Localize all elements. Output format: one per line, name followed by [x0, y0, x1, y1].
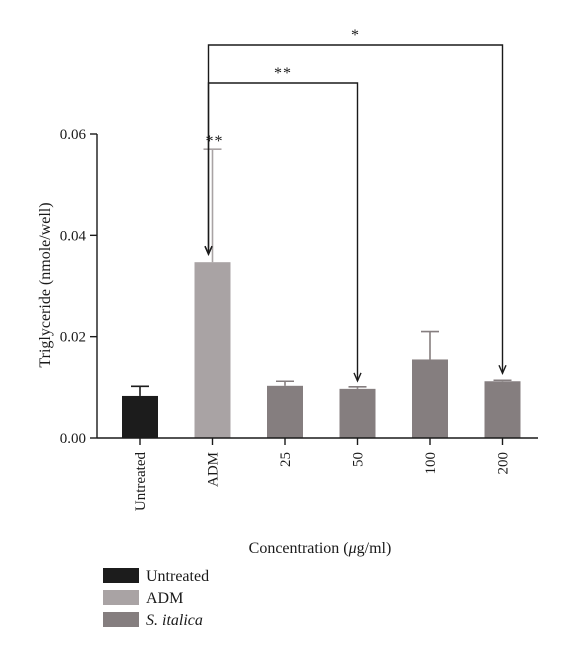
- y-tick-labels: 0.00 0.02 0.04 0.06: [60, 127, 87, 447]
- x-tick-labels: Untreated ADM 25 50 100 200: [133, 452, 512, 512]
- y-axis-title: Triglyceride (nmole/well): [37, 202, 54, 367]
- legend: Untreated ADM S. italica: [103, 568, 209, 629]
- legend-label-2: S. italica: [146, 612, 203, 629]
- y-tick-label-2: 0.04: [60, 228, 87, 244]
- bars-group: [122, 262, 521, 438]
- significance-arrow-end-0: [498, 364, 507, 375]
- significance-bracket-1: [207, 82, 359, 381]
- legend-swatch-2: [103, 612, 139, 627]
- bar-4: [412, 359, 448, 438]
- x-tick-label-0: Untreated: [133, 452, 149, 512]
- legend-swatch-1: [103, 590, 139, 605]
- y-tick-label-1: 0.02: [60, 330, 86, 346]
- y-tick-label-0: 0.00: [60, 431, 86, 447]
- bar-5: [484, 381, 521, 438]
- x-tick-label-5: 200: [496, 452, 512, 475]
- significance-label-2: **: [206, 133, 224, 150]
- x-axis-title-mu: μ: [348, 540, 357, 557]
- x-axis-title-prefix: Concentration (: [249, 540, 349, 557]
- significance-arrow-end-1: [353, 372, 362, 383]
- bar-2: [267, 385, 303, 438]
- significance-label-1: **: [274, 65, 292, 82]
- x-tick-label-2: 25: [278, 452, 294, 467]
- axes-group: [90, 133, 538, 445]
- error-bars-group: [131, 148, 512, 396]
- bar-3: [339, 388, 376, 438]
- x-axis-title-suffix: g/ml): [357, 540, 392, 557]
- y-tick-label-3: 0.06: [60, 127, 87, 143]
- significance-bracket-0: [207, 44, 504, 374]
- significance-label-0: *: [351, 27, 360, 44]
- significance-brackets: *****: [204, 27, 507, 383]
- x-tick-label-3: 50: [351, 452, 367, 467]
- bar-0: [122, 395, 158, 438]
- legend-label-0: Untreated: [146, 568, 209, 585]
- significance-arrow-start-1: [204, 245, 213, 256]
- x-tick-label-4: 100: [423, 452, 439, 475]
- bar-1: [194, 262, 231, 438]
- x-axis-title: Concentration (μg/ml): [249, 540, 392, 557]
- legend-swatch-0: [103, 568, 139, 583]
- x-tick-label-1: ADM: [206, 452, 222, 487]
- legend-label-1: ADM: [146, 590, 183, 607]
